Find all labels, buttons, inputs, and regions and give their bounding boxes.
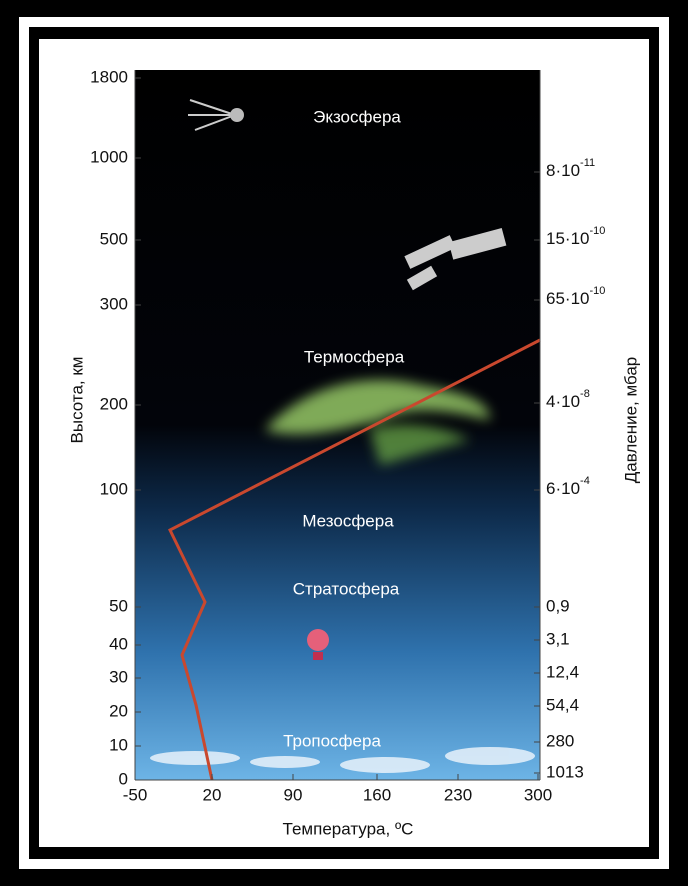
layer-label: Мезосфера: [302, 511, 394, 530]
pressure-exponent: -4: [580, 475, 590, 487]
right-tick-label: 4·10-8: [546, 388, 590, 412]
pressure-exponent: -8: [580, 388, 590, 400]
bottom-tick-label: 160: [363, 785, 391, 804]
balloon: [307, 629, 329, 660]
right-tick-label: 3,1: [546, 629, 570, 648]
pressure-exponent: -10: [589, 225, 605, 237]
pressure-base: 4·10: [546, 392, 580, 411]
bottom-tick-label: 230: [444, 785, 472, 804]
left-tick-label: 20: [109, 701, 128, 720]
pressure-base: 8·10: [546, 161, 580, 180]
left-tick-label: 10: [109, 735, 128, 754]
left-tick-label: 40: [109, 634, 128, 653]
bottom-tick-label: 20: [203, 785, 222, 804]
left-tick-label: 200: [100, 394, 128, 413]
pressure-base: 65·10: [546, 289, 589, 308]
satellite: [188, 99, 244, 131]
left-tick-label: 30: [109, 667, 128, 686]
layer-label: Экзосфера: [313, 107, 401, 126]
temperature-line: [168, 338, 541, 781]
pressure-exponent: -11: [580, 157, 595, 169]
left-tick-label: 500: [100, 229, 128, 248]
left-tick-label: 1000: [90, 147, 128, 166]
left-tick-label: 1800: [90, 67, 128, 86]
right-tick-label: 6·10-4: [546, 475, 590, 499]
layer-label: Термосфера: [304, 347, 405, 366]
left-tick-label: 100: [100, 479, 128, 498]
right-tick-label: 15·10-10: [546, 225, 605, 249]
pressure-base: 6·10: [546, 479, 580, 498]
layer-label: Тропосфера: [283, 731, 381, 750]
bottom-axis-title: Температура, ºC: [283, 819, 414, 838]
clouds: [150, 747, 535, 773]
left-tick-label: 50: [109, 596, 128, 615]
outer-frame: [19, 17, 669, 869]
left-tick-label: 300: [100, 294, 128, 313]
left-axis-title: Высота, км: [67, 357, 86, 444]
bottom-tick-label: 90: [284, 785, 303, 804]
pressure-exponent: -10: [589, 285, 605, 297]
left-tick-label: 0: [119, 769, 128, 788]
layer-label: Стратосфера: [293, 579, 400, 598]
pressure-base: 15·10: [546, 229, 589, 248]
right-tick-label: 54,4: [546, 695, 579, 714]
bottom-tick-label: 300: [524, 785, 552, 804]
right-axis-title: Давление, мбар: [621, 357, 640, 484]
right-tick-label: 65·10-10: [546, 285, 605, 309]
right-tick-label: 12,4: [546, 662, 579, 681]
right-tick-label: 0,9: [546, 596, 570, 615]
right-tick-label: 280: [546, 731, 574, 750]
space-station: [404, 228, 507, 291]
right-tick-label: 8·10-11: [546, 157, 595, 181]
bottom-tick-label: -50: [123, 785, 148, 804]
right-tick-label: 1013: [546, 762, 584, 781]
